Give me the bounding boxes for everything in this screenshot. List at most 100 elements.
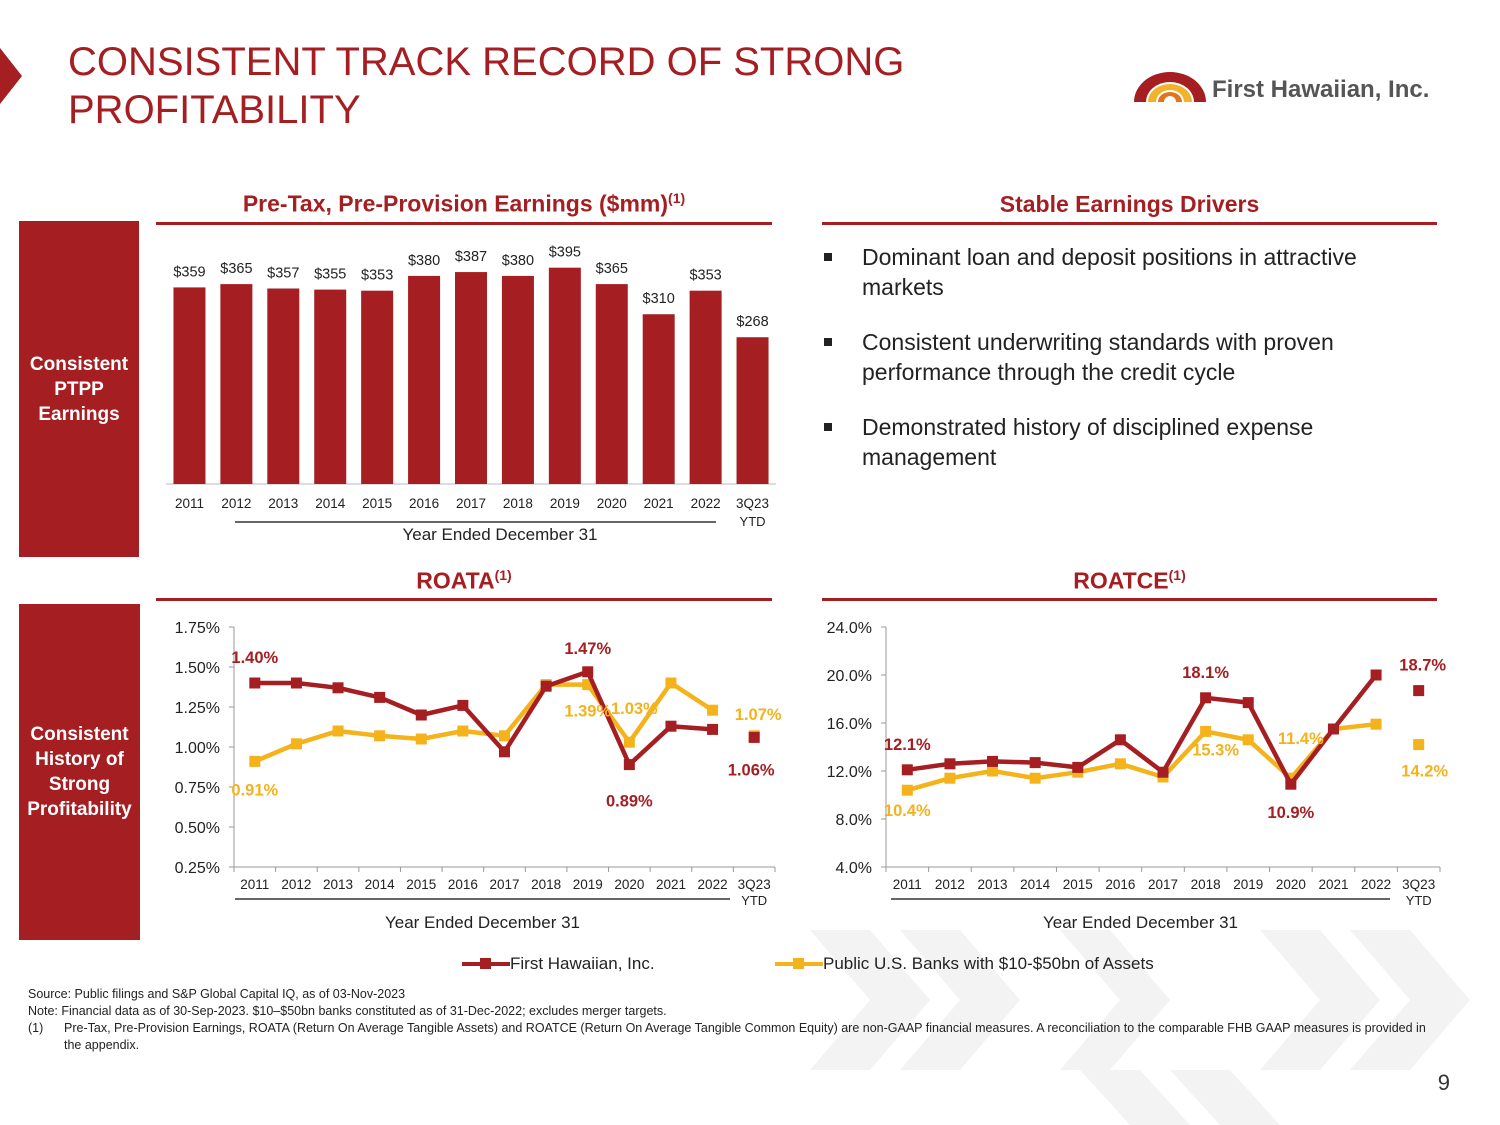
ptpp-value-label: $380	[502, 253, 534, 269]
ytd-label: YTD	[1406, 893, 1432, 908]
legend-marker-fhi	[480, 958, 491, 969]
series-point-marker	[1200, 725, 1212, 737]
series-point-marker	[1029, 757, 1041, 769]
y-tick-label: 0.50%	[175, 820, 220, 837]
series-point-marker	[415, 733, 427, 745]
roata-footnote-marker: (1)	[494, 567, 512, 583]
ptpp-value-label: $355	[314, 267, 346, 283]
driver-item: Demonstrated history of disciplined expe…	[822, 412, 1422, 472]
y-tick-label: 8.0%	[836, 812, 872, 829]
data-label: 0.91%	[231, 781, 278, 799]
data-label: 1.40%	[231, 649, 278, 667]
y-tick-label: 24.0%	[827, 620, 872, 637]
data-label: 1.07%	[735, 706, 782, 724]
series-point-marker	[457, 725, 469, 737]
drivers-title-rule	[822, 222, 1437, 225]
ptpp-bar	[361, 290, 394, 484]
series-point-marker	[944, 772, 956, 784]
roata-title-rule	[156, 598, 772, 601]
series-point-marker	[623, 759, 635, 771]
roatce-title-text: ROATCE	[1073, 567, 1169, 594]
series-point-marker	[1114, 734, 1126, 746]
series-point-marker	[944, 758, 956, 770]
series-point-marker	[665, 720, 677, 732]
series-point-marker	[1242, 734, 1254, 746]
side-label-history-text: Consistent History of Strong Profitabili…	[27, 724, 132, 820]
ptpp-x-tick-label: 2022	[691, 496, 721, 511]
x-tick-label: 2012	[281, 877, 311, 892]
series-point-marker	[1285, 778, 1297, 790]
company-logo: First Hawaiian, Inc.	[1130, 66, 1460, 116]
ptpp-x-tick-label: 2013	[268, 496, 298, 511]
page-number: 9	[1437, 1070, 1450, 1095]
ptpp-value-label: $359	[173, 264, 205, 280]
ptpp-bar	[267, 288, 300, 484]
series-point-marker	[1157, 766, 1169, 778]
data-label: 1.39%	[564, 703, 611, 721]
footnotes: Source: Public filings and S&P Global Ca…	[28, 986, 1428, 1054]
x-tick-label: 2021	[656, 877, 686, 892]
x-tick-label: 2013	[323, 877, 353, 892]
series-point-marker	[901, 784, 913, 796]
x-tick-label: 2016	[448, 877, 478, 892]
series-point-marker	[332, 682, 344, 694]
ptpp-value-label: $310	[643, 291, 675, 307]
series-point-marker	[1370, 669, 1382, 681]
x-tick-label: 2014	[365, 877, 396, 892]
series-point-marker	[499, 730, 510, 742]
data-label: 1.47%	[564, 640, 611, 658]
legend-label-peers: Public U.S. Banks with $10-$50bn of Asse…	[823, 954, 1154, 973]
series-point-marker	[748, 731, 760, 743]
x-tick-label: 2020	[614, 877, 644, 892]
x-tick-label: 2016	[1105, 877, 1135, 892]
series-point-marker	[457, 699, 469, 711]
series-point-marker	[1370, 718, 1382, 730]
series-point-marker	[1029, 772, 1041, 784]
series-point-marker	[623, 736, 635, 748]
driver-text: Demonstrated history of disciplined expe…	[862, 414, 1314, 470]
ptpp-value-label: $365	[220, 261, 252, 277]
series-point-marker	[1114, 758, 1126, 770]
ptpp-x-tick-label: 2011	[175, 496, 204, 511]
series-point-marker	[987, 765, 999, 777]
ptpp-bar	[689, 290, 722, 484]
data-label: 18.1%	[1182, 664, 1229, 682]
series-point-marker	[1285, 772, 1297, 784]
ptpp-bar	[501, 275, 534, 484]
roatce-section-title: ROATCE(1)	[822, 567, 1437, 595]
data-label: 1.06%	[728, 761, 775, 779]
series-point-marker	[707, 704, 719, 716]
roatce-line-chart: 24.0% 20.0% 16.0% 12.0% 8.0% 4.0% 2011 2012 2013…	[827, 620, 1449, 932]
data-label: 12.1%	[884, 736, 931, 754]
data-label: 10.9%	[1267, 804, 1314, 822]
series-point-marker	[582, 666, 594, 678]
y-tick-label: 0.25%	[175, 860, 220, 877]
x-tick-label: 2021	[1318, 877, 1348, 892]
x-axis-title: Year Ended December 31	[1043, 913, 1238, 932]
ptpp-x-tick-label: 2016	[409, 496, 439, 511]
series-point-marker	[1072, 761, 1084, 773]
data-label: 10.4%	[884, 802, 931, 820]
series-point-marker	[1413, 739, 1425, 751]
series-point-marker	[987, 755, 999, 767]
x-tick-label: 3Q23	[738, 877, 771, 892]
series-point-marker	[249, 677, 261, 689]
series-point-marker	[540, 680, 552, 692]
x-tick-label: 3Q23	[1402, 877, 1435, 892]
data-label: 0.89%	[606, 793, 653, 811]
side-label-ptpp-text: Consistent PTPP Earnings	[29, 353, 129, 425]
data-label: 11.4%	[1278, 730, 1324, 748]
x-tick-label: 2022	[698, 877, 728, 892]
series-point-marker	[290, 738, 302, 750]
x-tick-label: 2022	[1361, 877, 1391, 892]
y-tick-label: 12.0%	[827, 764, 872, 781]
drivers-section-title: Stable Earnings Drivers	[999, 191, 1260, 217]
series-point-marker	[665, 677, 677, 689]
roata-title-text: ROATA	[416, 567, 495, 594]
ptpp-value-label: $380	[408, 253, 440, 269]
side-label-history: Consistent History of Strong Profitabili…	[19, 604, 140, 940]
ptpp-value-label: $395	[549, 245, 581, 261]
roatce-footnote-marker: (1)	[1168, 567, 1186, 583]
ptpp-x-tick-label: 2018	[503, 496, 533, 511]
